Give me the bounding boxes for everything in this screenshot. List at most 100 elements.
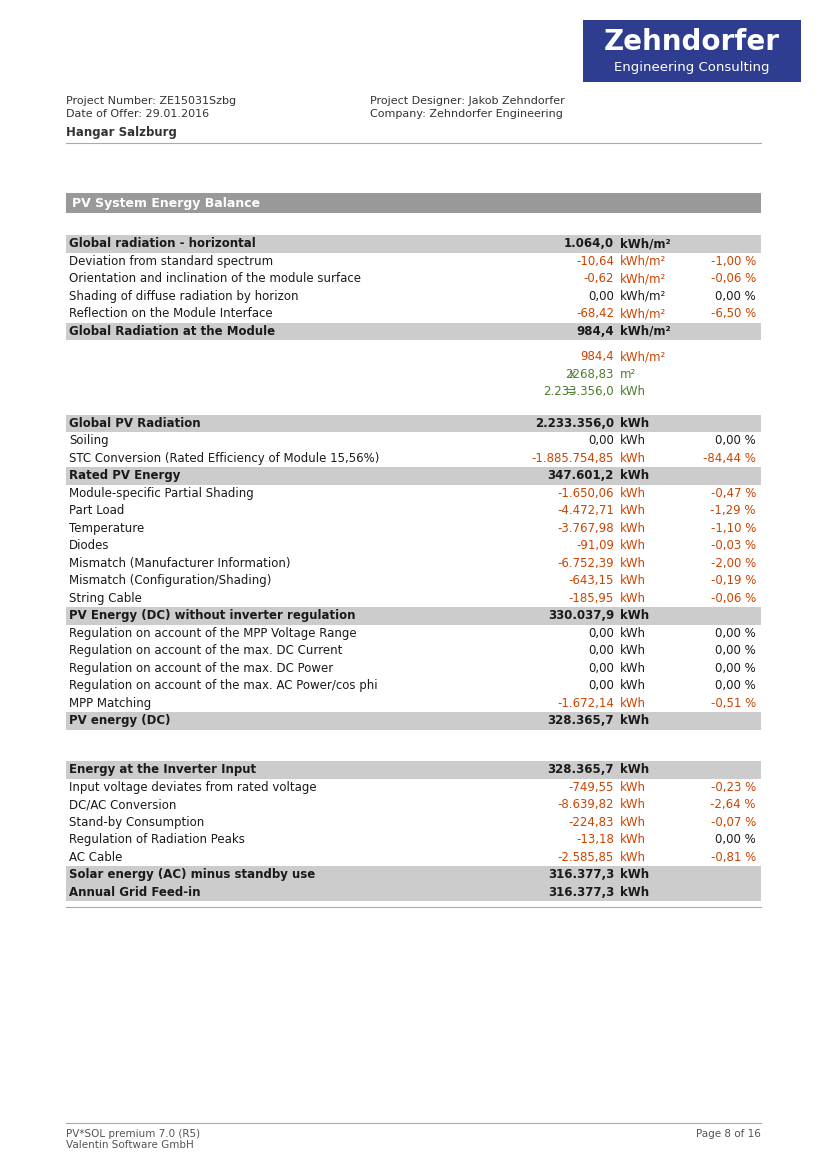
Text: Diodes: Diodes — [69, 539, 109, 552]
Text: kWh: kWh — [620, 609, 649, 622]
Bar — [66, 466, 761, 484]
Text: -10,64: -10,64 — [576, 255, 614, 268]
Text: 0,00: 0,00 — [588, 644, 614, 657]
Text: Shading of diffuse radiation by horizon: Shading of diffuse radiation by horizon — [69, 290, 299, 303]
Text: PV System Energy Balance: PV System Energy Balance — [72, 196, 261, 209]
Text: Engineering Consulting: Engineering Consulting — [614, 61, 770, 74]
Text: kWh: kWh — [620, 697, 646, 710]
Bar — [583, 20, 801, 82]
Text: Solar energy (AC) minus standby use: Solar energy (AC) minus standby use — [69, 869, 315, 881]
Text: kWh: kWh — [620, 539, 646, 552]
Text: -0,47 %: -0,47 % — [710, 486, 756, 500]
Text: -0,62: -0,62 — [584, 272, 614, 285]
Text: -1.650,06: -1.650,06 — [557, 486, 614, 500]
Text: Regulation on account of the max. DC Current: Regulation on account of the max. DC Cur… — [69, 644, 342, 657]
Text: kWh: kWh — [620, 644, 646, 657]
Text: 316.377,3: 316.377,3 — [547, 869, 614, 881]
Text: 0,00 %: 0,00 % — [715, 644, 756, 657]
Text: kWh/m²: kWh/m² — [620, 272, 667, 285]
Text: -13,18: -13,18 — [576, 833, 614, 846]
Text: kWh: kWh — [620, 679, 646, 692]
Text: -0,03 %: -0,03 % — [711, 539, 756, 552]
Text: -0,06 %: -0,06 % — [710, 272, 756, 285]
Text: Soiling: Soiling — [69, 434, 108, 448]
Text: -0,19 %: -0,19 % — [710, 574, 756, 587]
Text: kWh: kWh — [620, 417, 649, 430]
Text: kWh: kWh — [620, 627, 646, 639]
Text: PV energy (DC): PV energy (DC) — [69, 714, 170, 727]
Text: -91,09: -91,09 — [576, 539, 614, 552]
Text: kWh: kWh — [620, 486, 646, 500]
Text: Regulation on account of the MPP Voltage Range: Regulation on account of the MPP Voltage… — [69, 627, 356, 639]
Text: -0,51 %: -0,51 % — [710, 697, 756, 710]
Bar — [66, 712, 761, 729]
Text: 984,4: 984,4 — [576, 325, 614, 338]
Text: kWh/m²: kWh/m² — [620, 290, 667, 303]
Text: -3.767,98: -3.767,98 — [557, 521, 614, 534]
Text: kWh: kWh — [620, 798, 646, 811]
Text: -0,23 %: -0,23 % — [710, 781, 756, 794]
Text: x: x — [569, 368, 576, 381]
Text: -643,15: -643,15 — [569, 574, 614, 587]
Text: -1,10 %: -1,10 % — [710, 521, 756, 534]
Text: -6,50 %: -6,50 % — [710, 307, 756, 320]
Text: 0,00 %: 0,00 % — [715, 662, 756, 675]
Text: -749,55: -749,55 — [569, 781, 614, 794]
Text: 0,00 %: 0,00 % — [715, 627, 756, 639]
Text: Annual Grid Feed-in: Annual Grid Feed-in — [69, 886, 200, 899]
Text: Global radiation - horizontal: Global radiation - horizontal — [69, 237, 256, 250]
Text: kWh: kWh — [620, 816, 646, 829]
Text: Part Load: Part Load — [69, 504, 124, 517]
Text: 2.233.356,0: 2.233.356,0 — [543, 386, 614, 399]
Text: kWh: kWh — [620, 592, 646, 604]
Text: 0,00: 0,00 — [588, 662, 614, 675]
Text: Regulation of Radiation Peaks: Regulation of Radiation Peaks — [69, 833, 245, 846]
Text: Project Number: ZE15031Szbg: Project Number: ZE15031Szbg — [66, 96, 237, 106]
Text: kWh: kWh — [620, 833, 646, 846]
Text: -1.885.754,85: -1.885.754,85 — [532, 451, 614, 465]
Text: kWh: kWh — [620, 386, 646, 399]
Text: -0,06 %: -0,06 % — [710, 592, 756, 604]
Text: 0,00 %: 0,00 % — [715, 290, 756, 303]
Text: 347.601,2: 347.601,2 — [547, 469, 614, 483]
Text: kWh: kWh — [620, 662, 646, 675]
Text: Global PV Radiation: Global PV Radiation — [69, 417, 201, 430]
Text: Rated PV Energy: Rated PV Energy — [69, 469, 180, 483]
Text: 328.365,7: 328.365,7 — [547, 714, 614, 727]
Text: 0,00 %: 0,00 % — [715, 833, 756, 846]
Text: kWh/m²: kWh/m² — [620, 325, 671, 338]
Text: Reflection on the Module Interface: Reflection on the Module Interface — [69, 307, 273, 320]
Text: Mismatch (Manufacturer Information): Mismatch (Manufacturer Information) — [69, 556, 290, 569]
Text: AC Cable: AC Cable — [69, 851, 122, 864]
Bar — [66, 193, 761, 213]
Text: 0,00: 0,00 — [588, 627, 614, 639]
Text: -2.585,85: -2.585,85 — [557, 851, 614, 864]
Text: Valentin Software GmbH: Valentin Software GmbH — [66, 1140, 194, 1150]
Text: DC/AC Conversion: DC/AC Conversion — [69, 798, 176, 811]
Text: PV Energy (DC) without inverter regulation: PV Energy (DC) without inverter regulati… — [69, 609, 356, 622]
Bar — [66, 323, 761, 340]
Text: -1,29 %: -1,29 % — [710, 504, 756, 517]
Text: =: = — [566, 386, 576, 399]
Text: -0,81 %: -0,81 % — [710, 851, 756, 864]
Text: Company: Zehndorfer Engineering: Company: Zehndorfer Engineering — [370, 109, 563, 119]
Text: 1.064,0: 1.064,0 — [564, 237, 614, 250]
Bar — [66, 415, 761, 433]
Text: PV*SOL premium 7.0 (R5): PV*SOL premium 7.0 (R5) — [66, 1129, 200, 1139]
Text: -1,00 %: -1,00 % — [710, 255, 756, 268]
Text: 984,4: 984,4 — [581, 351, 614, 364]
Text: kWh: kWh — [620, 504, 646, 517]
Text: kWh: kWh — [620, 714, 649, 727]
Text: STC Conversion (Rated Efficiency of Module 15,56%): STC Conversion (Rated Efficiency of Modu… — [69, 451, 380, 465]
Text: kWh: kWh — [620, 781, 646, 794]
Text: Hangar Salzburg: Hangar Salzburg — [66, 126, 177, 139]
Text: kWh/m²: kWh/m² — [620, 255, 667, 268]
Text: kWh/m²: kWh/m² — [620, 351, 667, 364]
Text: String Cable: String Cable — [69, 592, 142, 604]
Text: Temperature: Temperature — [69, 521, 144, 534]
Text: kWh: kWh — [620, 869, 649, 881]
Text: 0,00: 0,00 — [588, 290, 614, 303]
Text: -224,83: -224,83 — [569, 816, 614, 829]
Text: -8.639,82: -8.639,82 — [557, 798, 614, 811]
Text: 2268,83: 2268,83 — [566, 368, 614, 381]
